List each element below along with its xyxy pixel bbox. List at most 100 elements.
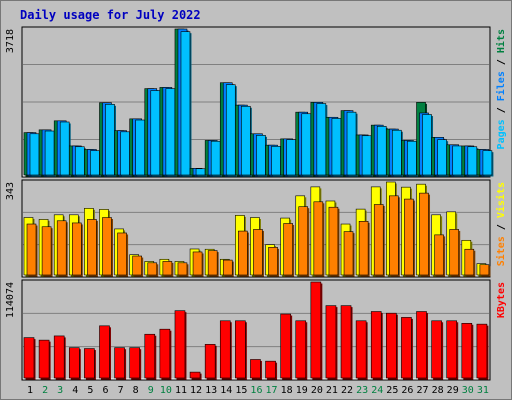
legend-separator: /: [496, 101, 507, 119]
day-label-19: 19: [296, 385, 308, 396]
bar-kbytes-day-28: [431, 320, 442, 379]
bar-pages-day-25: [392, 129, 402, 176]
bar-kbytes-day-10: [159, 328, 171, 379]
day-label-5: 5: [87, 385, 93, 396]
day-label-28: 28: [432, 385, 444, 396]
bar-sites-day-16: [253, 229, 263, 276]
bar-sites-day-18: [283, 223, 293, 276]
bar-pages-day-31: [482, 150, 493, 176]
bar-pages-day-12: [195, 168, 206, 176]
day-label-9: 9: [148, 385, 154, 396]
bar-pages-day-2: [44, 130, 55, 176]
bar-kbytes-day-27: [416, 311, 427, 379]
bar-pages-day-13: [210, 140, 221, 176]
bar-sites-day-20: [313, 201, 324, 276]
day-label-17: 17: [266, 385, 278, 396]
bar-sites-day-13: [207, 250, 218, 276]
day-label-20: 20: [311, 385, 323, 396]
bar-kbytes-day-19: [295, 320, 307, 379]
day-label-1: 1: [27, 385, 33, 396]
bar-pages-day-4: [74, 146, 85, 176]
bar-sites-day-19: [298, 206, 309, 276]
day-label-7: 7: [118, 385, 124, 396]
panel-bottom-legend: KBytes: [496, 282, 507, 318]
day-label-14: 14: [220, 385, 232, 396]
bar-pages-day-24: [376, 126, 387, 176]
legend-files: Files: [495, 71, 507, 101]
bar-sites-day-29: [449, 229, 460, 276]
bar-kbytes-day-20: [310, 281, 322, 379]
day-label-16: 16: [250, 385, 262, 396]
day-label-4: 4: [72, 385, 78, 396]
day-label-30: 30: [462, 385, 474, 396]
panel-bottom-max-label: 114074: [5, 282, 16, 318]
bar-kbytes-day-26: [401, 317, 412, 379]
day-label-24: 24: [371, 385, 383, 396]
bar-kbytes-day-6: [99, 325, 110, 379]
bar-kbytes-day-9: [144, 333, 156, 379]
bar-pages-day-9: [150, 90, 161, 176]
day-label-25: 25: [386, 385, 398, 396]
bar-pages-day-14: [225, 84, 236, 176]
bar-sites-day-17: [268, 247, 278, 276]
bar-pages-day-16: [256, 135, 266, 176]
legend-visits: Visits: [495, 182, 507, 218]
bar-sites-day-26: [404, 198, 414, 276]
chart-title: Daily usage for July 2022: [20, 8, 201, 22]
day-label-15: 15: [235, 385, 247, 396]
bar-sites-day-2: [41, 226, 52, 276]
bar-kbytes-day-24: [370, 311, 382, 379]
day-label-6: 6: [102, 385, 108, 396]
legend-pages: Pages: [496, 119, 507, 149]
bar-pages-day-17: [271, 146, 281, 176]
day-label-21: 21: [326, 385, 338, 396]
day-label-27: 27: [416, 385, 428, 396]
bar-kbytes-day-30: [461, 322, 473, 379]
bar-kbytes-day-2: [38, 339, 50, 379]
day-label-31: 31: [477, 385, 489, 396]
bar-sites-day-15: [238, 230, 248, 276]
bar-sites-day-4: [71, 222, 82, 276]
day-label-23: 23: [356, 385, 368, 396]
bar-sites-day-10: [162, 261, 173, 276]
bar-pages-day-11: [180, 31, 191, 176]
bar-pages-day-7: [120, 131, 130, 176]
day-label-10: 10: [160, 385, 172, 396]
day-label-29: 29: [447, 385, 459, 396]
bar-sites-day-27: [419, 192, 429, 276]
legend-hits: Hits: [495, 29, 507, 53]
bar-sites-day-7: [117, 232, 127, 276]
bar-pages-day-22: [346, 111, 357, 176]
panel-top-legend: Pages / Files / Hits: [495, 29, 507, 149]
bar-kbytes-day-22: [340, 305, 352, 379]
bar-sites-day-9: [147, 262, 158, 276]
bar-sites-day-8: [132, 255, 142, 276]
panel-top-max-label: 3718: [5, 29, 16, 53]
bar-pages-day-21: [331, 118, 342, 176]
day-label-22: 22: [341, 385, 353, 396]
bar-pages-day-30: [467, 146, 478, 176]
panel-middle-legend: Sites / Visits: [495, 182, 507, 266]
panel-middle-max-label: 343: [5, 182, 16, 200]
day-label-26: 26: [401, 385, 413, 396]
bar-kbytes-day-12: [189, 371, 201, 379]
day-label-3: 3: [57, 385, 63, 396]
bar-kbytes-day-25: [386, 312, 397, 379]
bar-sites-day-14: [222, 259, 233, 276]
bar-pages-day-27: [422, 114, 432, 176]
bar-pages-day-18: [286, 139, 296, 176]
bar-sites-day-23: [358, 221, 369, 276]
bar-sites-day-22: [343, 231, 354, 276]
bar-sites-day-11: [177, 262, 188, 276]
bar-kbytes-day-7: [114, 347, 125, 379]
bar-kbytes-day-18: [280, 313, 291, 379]
bar-sites-day-12: [192, 251, 203, 276]
bar-kbytes-day-31: [476, 323, 488, 379]
day-label-11: 11: [175, 385, 187, 396]
bar-pages-day-15: [241, 105, 251, 176]
bar-sites-day-25: [389, 195, 399, 276]
bar-pages-day-10: [165, 88, 176, 176]
bar-sites-day-28: [434, 234, 444, 276]
legend-kbytes: KBytes: [496, 282, 507, 318]
